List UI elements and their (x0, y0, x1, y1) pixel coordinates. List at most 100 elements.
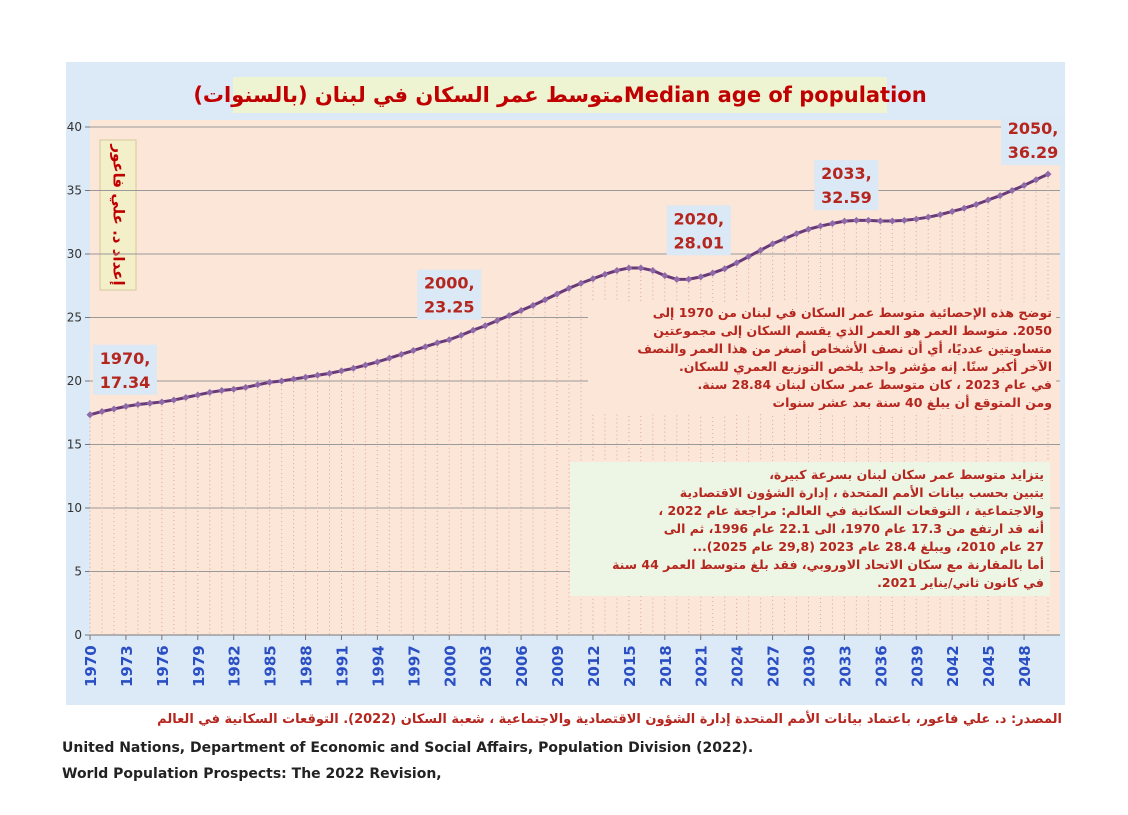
source-arabic: المصدر: د. علي فاعور، باعتماد بيانات الأ… (157, 712, 1062, 727)
marker (541, 296, 549, 304)
marker (769, 240, 777, 248)
marker (793, 230, 801, 238)
y-tick-label: 20 (67, 374, 82, 388)
marker (601, 270, 609, 278)
marker (637, 264, 645, 272)
marker (433, 339, 441, 347)
annotation-label: 2050, (1008, 119, 1059, 138)
annotation-label: 36.29 (1008, 143, 1059, 162)
marker (361, 361, 369, 369)
annotation-box (417, 269, 482, 320)
annotation-label: 32.59 (821, 188, 872, 207)
source-line: World Population Prospects: The 2022 Rev… (62, 766, 442, 782)
marker (337, 367, 345, 375)
marker (278, 377, 286, 385)
marker (745, 253, 753, 261)
marker (781, 235, 789, 243)
x-tick-label: 2039 (908, 645, 926, 687)
x-tick-label: 1970 (82, 645, 100, 687)
text-line: 27 عام 2010، ويبلغ 28.4 عام 2023 (29,8 ع… (692, 539, 1044, 554)
x-tick-label: 2036 (872, 645, 890, 687)
y-tick-label: 30 (67, 247, 82, 261)
x-tick-label: 2006 (513, 645, 531, 687)
marker (397, 350, 405, 358)
marker (757, 246, 765, 254)
marker (613, 267, 621, 275)
y-tick-label: 0 (74, 628, 82, 642)
marker (529, 301, 537, 309)
marker (673, 275, 681, 283)
marker (170, 396, 178, 404)
marker (876, 217, 884, 225)
marker (816, 222, 824, 230)
marker (505, 312, 513, 320)
marker (182, 394, 190, 402)
annotation-label: 23.25 (424, 298, 475, 317)
annotation-label: 2033, (821, 164, 872, 183)
marker (625, 264, 633, 272)
y-tick-label: 25 (67, 311, 82, 325)
annotation-box (1001, 115, 1065, 166)
x-tick-label: 2018 (657, 645, 675, 687)
y-tick-label: 35 (67, 184, 82, 198)
text-line: 2050. متوسط العمر هو العمر الذي يقسم الس… (653, 323, 1052, 338)
marker (1044, 170, 1052, 178)
marker (302, 373, 310, 381)
y-tick-label: 40 (67, 120, 82, 134)
x-tick-label: 1979 (190, 645, 208, 687)
marker (242, 383, 250, 391)
x-tick-label: 1985 (262, 645, 280, 687)
y-tick-label: 5 (74, 565, 82, 579)
x-tick-label: 2027 (765, 645, 783, 687)
marker (577, 279, 585, 287)
marker (912, 215, 920, 223)
marker (373, 358, 381, 366)
marker (122, 402, 130, 410)
marker (1008, 187, 1016, 194)
marker (805, 225, 812, 233)
marker (86, 411, 94, 419)
marker (936, 211, 944, 219)
x-tick-label: 2000 (441, 645, 459, 687)
text-line: في كانون ثاني/يناير 2021. (877, 575, 1044, 590)
x-tick-label: 2009 (549, 645, 567, 687)
chart-title: متوسط عمر السكان في لبنان (بالسنوات)Medi… (193, 83, 926, 107)
x-tick-label: 1973 (118, 645, 136, 687)
annotation-label: 2000, (424, 274, 475, 293)
marker (828, 220, 836, 228)
text-line: توضح هذه الإحصائية متوسط عمر السكان في ل… (652, 305, 1052, 320)
annotation-label: 28.01 (673, 233, 724, 252)
facts-box: يتزايد متوسط عمر سكان لبنان بسرعة كبيرة،… (570, 462, 1050, 596)
marker (996, 192, 1004, 200)
marker (385, 354, 393, 362)
marker (493, 317, 501, 325)
marker (134, 400, 142, 408)
x-tick-label: 1982 (226, 645, 244, 687)
x-tick-label: 1976 (154, 645, 172, 687)
x-tick-label: 2015 (621, 645, 639, 687)
marker (852, 216, 860, 224)
marker (445, 336, 453, 344)
marker (194, 391, 202, 399)
marker (864, 216, 872, 224)
text-line: الآخر أكبر سنًا. إنه مؤشر واحد يلخص التو… (678, 359, 1052, 374)
marker (709, 269, 717, 277)
text-line: والاجتماعية ، التوقعات السكانية في العال… (658, 503, 1044, 518)
annotation-label: 17.34 (100, 373, 151, 392)
x-tick-label: 1991 (333, 645, 351, 687)
y-tick-label: 10 (67, 501, 82, 515)
title-box (233, 77, 887, 113)
marker (409, 347, 417, 355)
annotation-label: 1970, (100, 349, 151, 368)
marker (218, 387, 226, 395)
marker (697, 273, 705, 281)
annotation-box (93, 344, 157, 395)
text-line: متساويتين عدديًا، أي أن نصف الأشخاص أصغر… (637, 341, 1052, 356)
marker (230, 385, 238, 393)
marker (565, 284, 573, 292)
marker (685, 275, 693, 283)
marker (158, 398, 166, 406)
marker (649, 267, 657, 275)
x-tick-label: 2024 (729, 645, 747, 687)
x-tick-label: 2033 (836, 645, 854, 687)
